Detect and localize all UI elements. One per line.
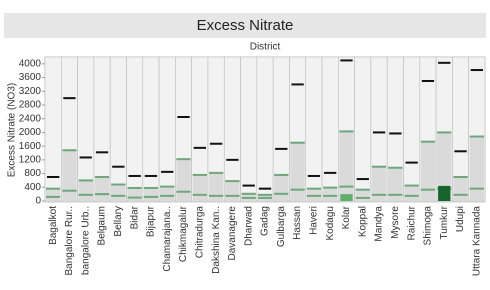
column-header: District xyxy=(250,42,281,53)
x-tick-label: Kodagu xyxy=(325,206,336,240)
x-tick-label: Mandya xyxy=(374,206,385,242)
column-bg xyxy=(142,56,160,202)
box xyxy=(420,141,436,201)
box xyxy=(160,186,175,201)
y-tick-label: 3200 xyxy=(19,86,42,97)
x-tick-label: Uttara Kannada xyxy=(471,206,482,276)
box xyxy=(388,167,403,201)
column-bg xyxy=(321,56,339,202)
x-tick-label: Chitradurga xyxy=(194,206,205,259)
box xyxy=(355,189,370,201)
chart-title: Excess Nitrate xyxy=(197,17,294,34)
x-tick-label: Bellary xyxy=(113,206,124,237)
x-tick-label: Belgaum xyxy=(97,206,108,245)
box xyxy=(453,177,468,201)
y-tick-label: 400 xyxy=(24,182,41,193)
box xyxy=(192,174,207,201)
box xyxy=(290,142,305,201)
x-tick-label: Bidar xyxy=(129,205,140,229)
box xyxy=(306,188,322,201)
x-tick-label: Davanagere xyxy=(227,206,238,261)
x-tick-label: Bangalore Rur.. xyxy=(64,206,75,276)
column-bg xyxy=(223,56,241,202)
column-bg xyxy=(44,56,62,202)
y-axis-title: Excess Nitrate (NO3) xyxy=(7,83,18,177)
x-tick-label: Raichur xyxy=(406,205,417,240)
column-bg xyxy=(77,56,95,202)
y-tick-label: 1200 xyxy=(19,154,42,165)
box xyxy=(469,136,484,201)
x-tick-label: Hassan xyxy=(292,206,303,240)
column-bg xyxy=(403,56,421,202)
bar xyxy=(340,194,353,201)
column-bg xyxy=(256,56,274,202)
title-bar xyxy=(4,13,486,38)
y-tick-label: 1600 xyxy=(19,141,42,152)
box xyxy=(111,184,126,201)
x-tick-label: Gulbarga xyxy=(276,206,287,248)
box xyxy=(339,131,354,201)
x-tick-label: Dakshina Kan.. xyxy=(211,206,222,274)
x-tick-label: Koppal xyxy=(357,206,368,237)
box xyxy=(225,181,240,201)
y-tick-label: 2400 xyxy=(19,113,42,124)
x-tick-label: Gadag xyxy=(260,206,271,236)
box xyxy=(176,159,191,201)
box xyxy=(208,172,224,201)
y-tick-label: 2800 xyxy=(19,100,42,111)
box xyxy=(78,180,93,201)
box xyxy=(437,132,452,201)
x-tick-label: Dharwad xyxy=(243,206,254,246)
x-tick-label: Chikmagalur xyxy=(178,205,189,262)
column-bg xyxy=(109,56,127,202)
x-tick-label: Bagalkot xyxy=(48,206,59,245)
box xyxy=(323,187,338,201)
y-tick-label: 0 xyxy=(35,196,41,207)
box xyxy=(404,185,419,201)
box xyxy=(62,150,77,201)
box xyxy=(143,187,159,201)
x-tick-label: Chamarajana.. xyxy=(162,206,173,272)
box xyxy=(127,187,142,201)
column-bg xyxy=(305,56,323,202)
y-tick-label: 2000 xyxy=(19,127,42,138)
bar xyxy=(438,185,451,201)
box xyxy=(274,174,289,201)
y-tick-label: 3600 xyxy=(19,72,42,83)
y-tick-label: 4000 xyxy=(19,58,42,69)
x-tick-label: bangalore Urb.. xyxy=(80,206,91,275)
x-tick-label: Udupi xyxy=(455,206,466,232)
box xyxy=(371,166,387,201)
box xyxy=(94,177,110,201)
column-bg xyxy=(126,56,144,202)
x-tick-label: Bijapur xyxy=(146,205,157,237)
y-tick-label: 800 xyxy=(24,168,41,179)
x-tick-label: Tumkur xyxy=(439,205,450,239)
x-tick-label: Kolar xyxy=(341,205,352,229)
column-bg xyxy=(240,56,258,202)
x-tick-label: Haveri xyxy=(309,206,320,235)
box xyxy=(46,188,61,201)
column-bg xyxy=(158,56,176,202)
x-tick-label: Mysore xyxy=(390,206,401,239)
x-tick-label: Shimoga xyxy=(423,206,434,246)
